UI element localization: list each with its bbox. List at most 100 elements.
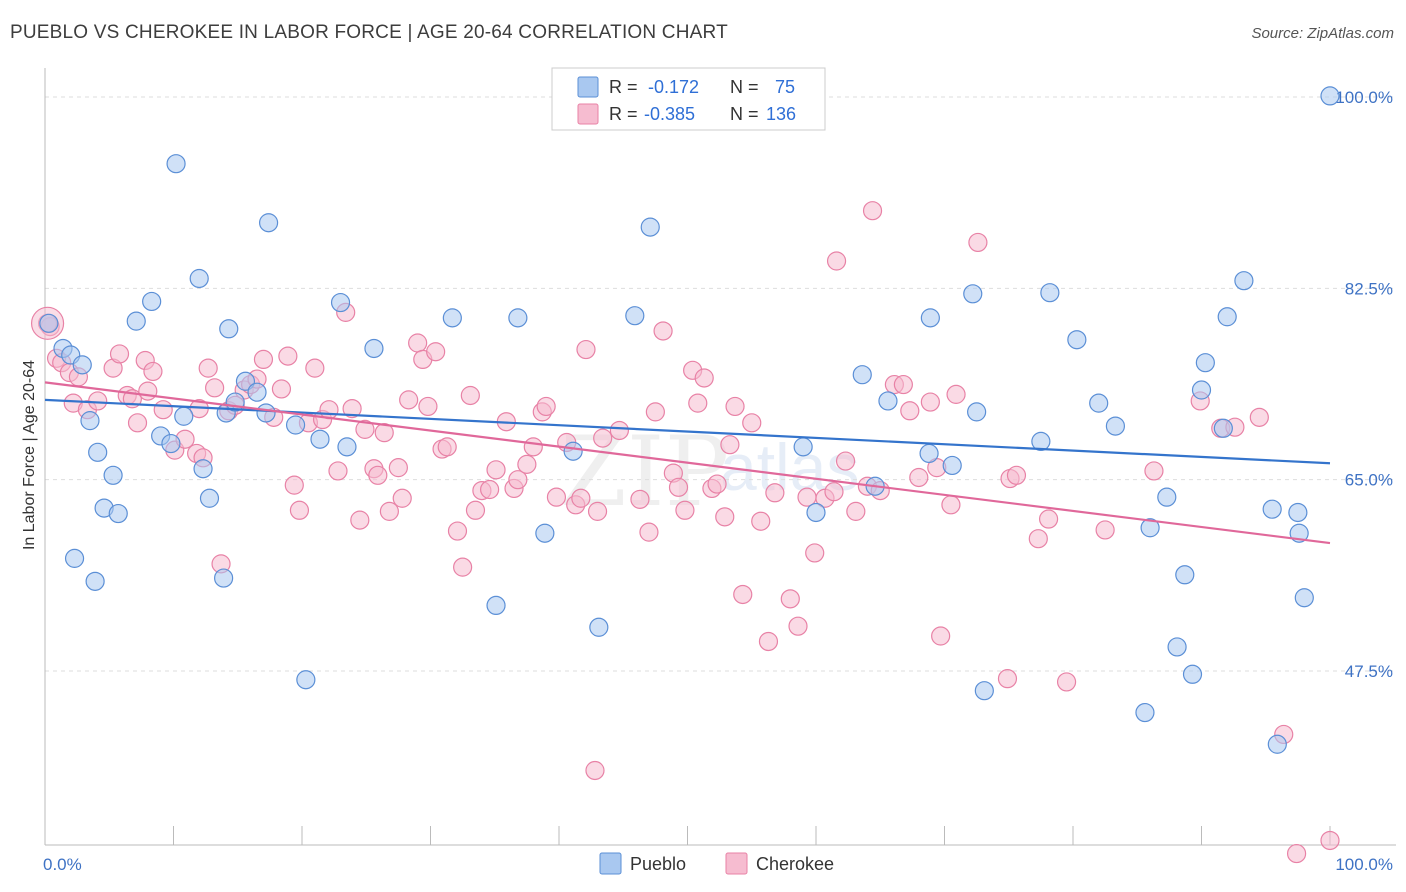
point-cherokee xyxy=(835,451,856,471)
point-pueblo xyxy=(625,306,645,326)
point-pueblo xyxy=(1182,664,1203,684)
legend-pueblo-label: Pueblo xyxy=(630,854,686,874)
point-pueblo xyxy=(296,670,316,690)
point-pueblo xyxy=(310,429,330,449)
point-pueblo xyxy=(219,319,239,339)
point-cherokee xyxy=(720,435,740,455)
point-cherokee xyxy=(931,626,951,646)
legend-cherokee-label: Cherokee xyxy=(756,854,834,874)
series-pueblo xyxy=(39,86,1340,754)
point-pueblo xyxy=(589,617,609,637)
point-cherokee xyxy=(289,500,310,520)
point-pueblo xyxy=(85,571,105,591)
stats-legend-pueblo-swatch xyxy=(577,76,599,98)
point-cherokee xyxy=(388,458,408,478)
point-cherokee xyxy=(707,474,727,494)
point-pueblo xyxy=(337,437,357,457)
point-pueblo xyxy=(942,455,962,476)
point-pueblo xyxy=(508,308,528,328)
point-cherokee xyxy=(824,482,844,502)
point-pueblo xyxy=(72,355,92,375)
point-cherokee xyxy=(426,342,446,362)
point-pueblo xyxy=(442,308,462,328)
point-pueblo xyxy=(1267,734,1287,754)
point-pueblo xyxy=(974,681,994,701)
point-cherokee xyxy=(675,500,695,520)
point-cherokee xyxy=(694,368,714,388)
point-pueblo xyxy=(166,154,186,174)
point-cherokee xyxy=(688,393,708,413)
point-cherokee xyxy=(805,543,825,563)
point-cherokee xyxy=(645,402,665,422)
point-cherokee xyxy=(758,631,779,652)
y-tick-label: 65.0% xyxy=(1345,471,1393,490)
point-pueblo xyxy=(967,402,987,422)
point-cherokee xyxy=(374,423,394,443)
point-cherokee xyxy=(278,346,298,366)
point-cherokee xyxy=(447,521,468,541)
point-cherokee xyxy=(1056,672,1077,692)
point-cherokee xyxy=(576,339,596,360)
point-cherokee xyxy=(88,391,108,411)
point-cherokee xyxy=(900,401,920,421)
point-cherokee xyxy=(392,488,412,508)
point-cherokee xyxy=(418,396,438,417)
point-pueblo xyxy=(247,382,267,402)
point-pueblo xyxy=(126,311,146,331)
stats-legend-pueblo-r-value: -0.172 xyxy=(648,77,699,97)
y-tick-label: 82.5% xyxy=(1345,279,1393,298)
point-pueblo xyxy=(1191,380,1212,400)
point-pueblo xyxy=(214,568,234,588)
point-cherokee xyxy=(1095,520,1115,540)
x-tick-label: 100.0% xyxy=(1335,855,1393,874)
legend-cherokee-swatch xyxy=(725,852,748,875)
point-cherokee xyxy=(379,501,399,521)
point-cherokee xyxy=(486,460,506,480)
point-cherokee xyxy=(1144,461,1164,481)
point-pueblo xyxy=(1320,86,1340,106)
point-cherokee xyxy=(198,358,218,378)
point-cherokee xyxy=(780,589,800,609)
point-pueblo xyxy=(142,291,162,312)
point-pueblo xyxy=(1105,416,1126,436)
point-pueblo xyxy=(1067,330,1087,350)
stats-legend-pueblo-n-value: 75 xyxy=(775,77,795,97)
point-pueblo xyxy=(1213,418,1233,438)
point-pueblo xyxy=(193,459,213,479)
point-cherokee xyxy=(909,467,929,488)
y-tick-labels: 47.5% 65.0% 82.5% 100.0% xyxy=(1335,88,1393,681)
point-cherokee xyxy=(523,437,543,457)
point-cherokee xyxy=(788,616,808,636)
point-pueblo xyxy=(64,548,85,568)
point-pueblo xyxy=(963,284,983,304)
point-pueblo xyxy=(1167,637,1187,657)
point-cherokee xyxy=(408,333,428,353)
point-cherokee xyxy=(1320,830,1340,851)
stats-legend-cherokee-r-value: -0.385 xyxy=(644,104,695,124)
point-pueblo xyxy=(258,213,279,233)
y-axis-label: In Labor Force | Age 20-64 xyxy=(21,360,38,550)
point-cherokee xyxy=(609,420,629,441)
chart-title: PUEBLO VS CHEROKEE IN LABOR FORCE | AGE … xyxy=(10,22,728,43)
y-tick-label: 100.0% xyxy=(1335,88,1393,107)
point-cherokee xyxy=(350,510,370,530)
axes xyxy=(44,68,1396,846)
trend-line-pueblo xyxy=(44,398,1331,465)
point-cherokee xyxy=(997,669,1018,689)
point-cherokee xyxy=(127,413,148,433)
point-cherokee xyxy=(920,392,940,412)
point-cherokee xyxy=(368,465,388,485)
point-pueblo xyxy=(919,443,939,464)
stats-legend: R = -0.172 N = 75 R = -0.385 N = 136 xyxy=(551,67,826,131)
point-pueblo xyxy=(161,433,181,454)
point-cherokee xyxy=(453,557,473,577)
point-cherokee xyxy=(725,396,745,417)
point-cherokee xyxy=(1038,509,1059,529)
point-pueblo xyxy=(103,465,123,485)
point-pueblo xyxy=(364,338,384,359)
point-cherokee xyxy=(826,251,847,271)
point-pueblo xyxy=(1140,518,1160,538)
point-cherokee xyxy=(946,384,966,404)
point-pueblo xyxy=(1217,307,1237,327)
